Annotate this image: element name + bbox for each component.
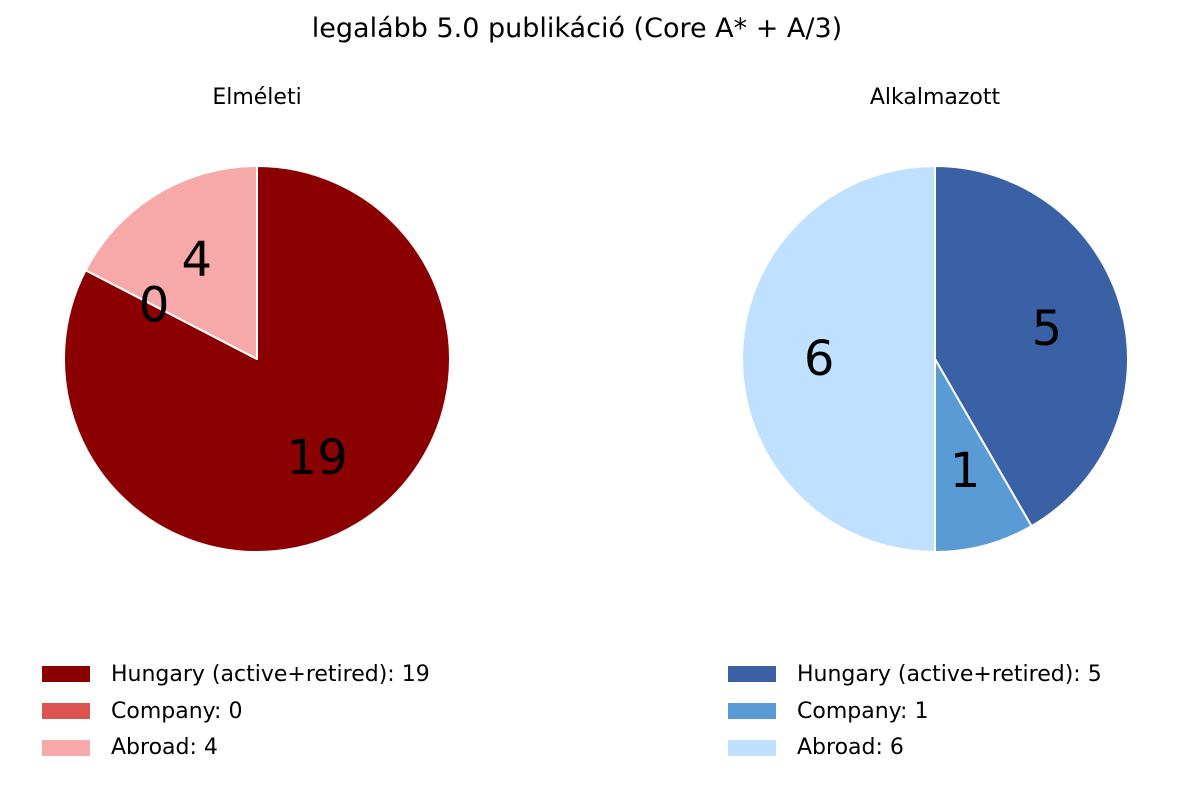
- legend-elmeleti: Hungary (active+retired): 19 Company: 0 Ab…: [42, 656, 430, 766]
- pie-value-label: 1: [950, 443, 981, 499]
- legend-swatch: [42, 703, 90, 720]
- pie-chart-alkalmazott: Alkalmazott 5 1 6: [741, 85, 1129, 553]
- pie-title: Alkalmazott: [870, 85, 1001, 110]
- legend-swatch: [42, 739, 90, 756]
- legend-alkalmazott: Hungary (active+retired): 5 Company: 1 Abr…: [728, 656, 1102, 766]
- pie-value-label: 4: [182, 232, 213, 288]
- legend-item-abroad: Abroad: 4: [42, 729, 430, 766]
- legend-label: Company: 1: [797, 698, 929, 724]
- pie-value-label: 0: [139, 278, 170, 334]
- legend-label: Hungary (active+retired): 19: [111, 661, 430, 687]
- legend-label: Abroad: 4: [111, 735, 218, 761]
- pie-slice-hungary-active-retired: [934, 165, 1129, 528]
- legend-swatch: [728, 739, 776, 756]
- pie-value-label: 6: [804, 331, 835, 387]
- pie-value-label: 19: [287, 430, 348, 486]
- legend-item-hungary-active-retired: Hungary (active+retired): 19: [42, 656, 430, 693]
- pie-value-label: 5: [1032, 301, 1063, 357]
- legend-item-abroad: Abroad: 6: [728, 729, 1102, 766]
- pie-title: Elméleti: [212, 85, 301, 110]
- legend-item-company: Company: 1: [728, 693, 1102, 730]
- legend-label: Company: 0: [111, 698, 243, 724]
- pie-slice-abroad: [84, 165, 258, 360]
- legend-item-hungary-active-retired: Hungary (active+retired): 5: [728, 656, 1102, 693]
- figure-title: legalább 5.0 publikáció (Core A* + A/3): [312, 13, 842, 44]
- pie-chart-elmeleti: Elméleti 19 04: [63, 85, 451, 553]
- pie-slice-company: [934, 358, 1033, 553]
- legend-item-company: Company: 0: [42, 693, 430, 730]
- pie-slice-abroad: [741, 165, 936, 553]
- pie-slice-hungary-active-retired: [63, 165, 451, 553]
- legend-swatch: [42, 666, 90, 683]
- legend-label: Abroad: 6: [797, 735, 904, 761]
- legend-swatch: [728, 703, 776, 720]
- legend-swatch: [728, 666, 776, 683]
- legend-label: Hungary (active+retired): 5: [797, 661, 1102, 687]
